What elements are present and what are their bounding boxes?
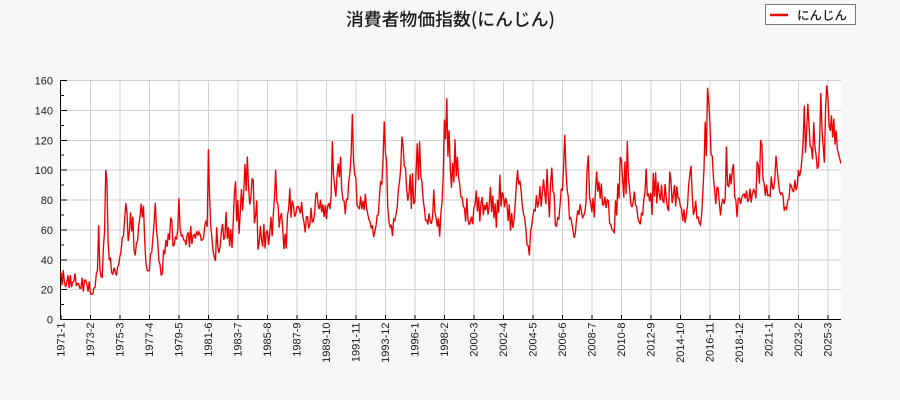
svg-text:140: 140	[35, 105, 53, 117]
svg-text:2012-9: 2012-9	[646, 323, 658, 357]
svg-text:1996-1: 1996-1	[410, 323, 422, 357]
svg-text:2000-3: 2000-3	[469, 323, 481, 357]
svg-text:2006-6: 2006-6	[557, 323, 569, 357]
svg-text:1985-8: 1985-8	[262, 323, 274, 357]
svg-text:20: 20	[41, 285, 53, 297]
svg-text:160: 160	[35, 76, 53, 88]
svg-text:2002-4: 2002-4	[498, 323, 510, 357]
svg-text:80: 80	[41, 195, 53, 207]
svg-text:0: 0	[47, 315, 53, 327]
svg-text:2004-5: 2004-5	[528, 323, 540, 357]
svg-text:120: 120	[35, 135, 53, 147]
svg-text:2025-3: 2025-3	[823, 323, 835, 357]
svg-text:1981-6: 1981-6	[203, 323, 215, 357]
svg-text:1993-12: 1993-12	[380, 323, 392, 363]
svg-text:2016-11: 2016-11	[705, 323, 717, 363]
svg-text:40: 40	[41, 255, 53, 267]
svg-text:2023-2: 2023-2	[793, 323, 805, 357]
svg-text:2010-8: 2010-8	[616, 323, 628, 357]
svg-text:1975-3: 1975-3	[115, 323, 127, 357]
svg-text:1989-10: 1989-10	[321, 323, 333, 363]
svg-text:1983-7: 1983-7	[233, 323, 245, 357]
svg-text:100: 100	[35, 165, 53, 177]
svg-text:1973-2: 1973-2	[85, 323, 97, 357]
svg-text:1971-1: 1971-1	[56, 323, 68, 357]
svg-text:2014-10: 2014-10	[675, 323, 687, 363]
svg-text:1977-4: 1977-4	[144, 323, 156, 357]
svg-text:1979-5: 1979-5	[174, 323, 186, 357]
svg-text:2021-1: 2021-1	[764, 323, 776, 357]
svg-text:1987-9: 1987-9	[292, 323, 304, 357]
svg-text:2018-12: 2018-12	[734, 323, 746, 363]
svg-text:1991-11: 1991-11	[351, 323, 363, 363]
svg-text:1998-2: 1998-2	[439, 323, 451, 357]
svg-text:60: 60	[41, 225, 53, 237]
svg-text:2008-7: 2008-7	[587, 323, 599, 357]
